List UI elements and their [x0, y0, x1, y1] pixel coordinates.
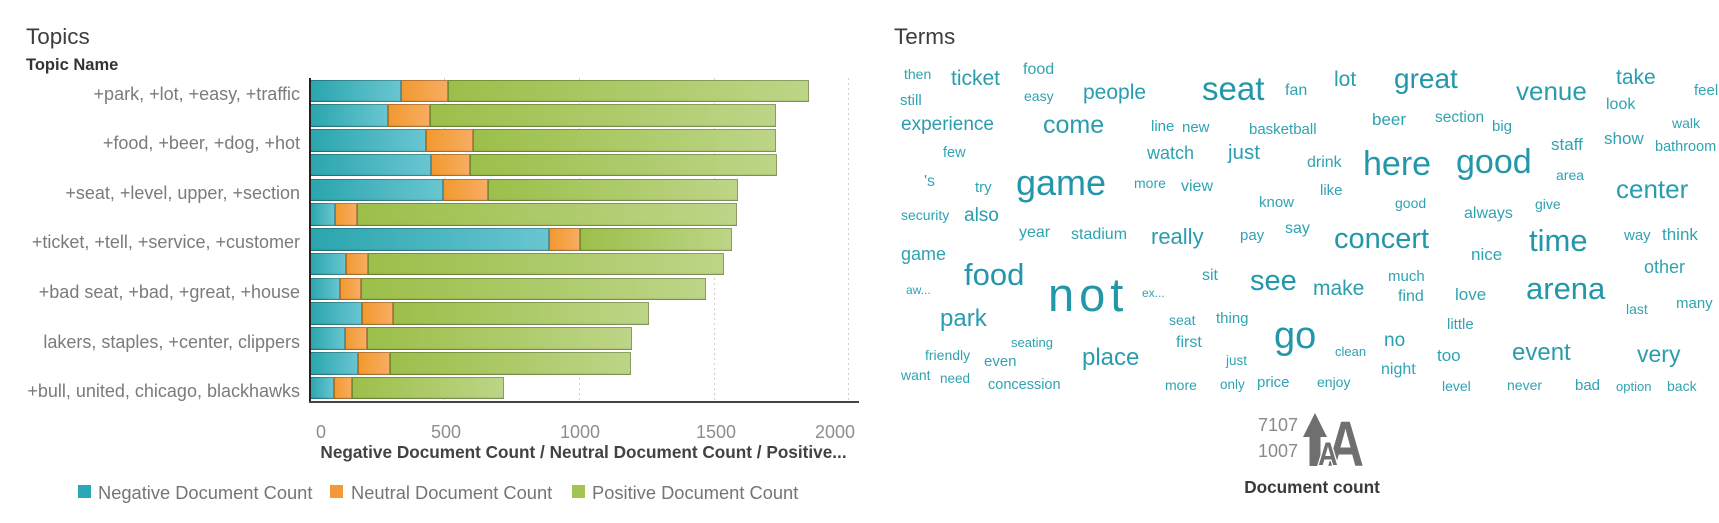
- svg-text:A: A: [1318, 437, 1338, 473]
- svg-text:A: A: [1327, 410, 1364, 481]
